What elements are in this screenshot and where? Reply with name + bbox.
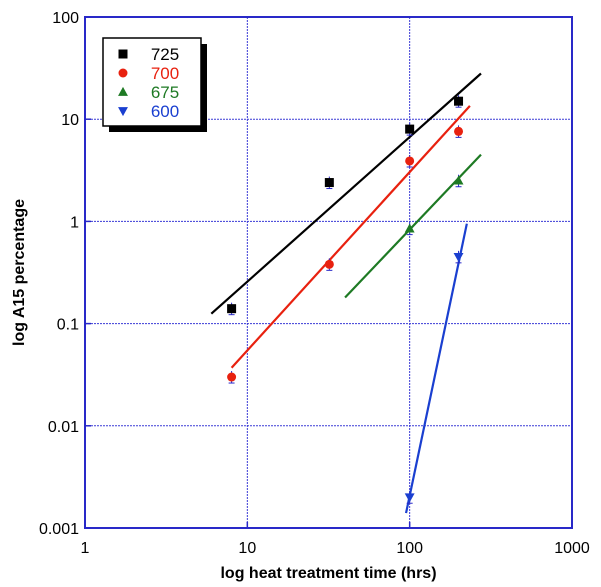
legend-marker-675 (118, 86, 128, 96)
data-markers (227, 95, 464, 504)
data-point-600 (404, 493, 415, 503)
plot-area (84, 16, 573, 529)
y-axis-ticks: 0.001 0.01 0.1 1 10 100 (39, 10, 91, 538)
legend-label-700: 700 (151, 64, 179, 83)
legend-label-600: 600 (151, 102, 179, 121)
data-point-700 (324, 259, 334, 269)
legend-label-675: 675 (151, 83, 179, 102)
fit-line-600 (404, 223, 468, 514)
fit-line-725 (210, 72, 482, 315)
y-tick-label: 1 (70, 214, 79, 231)
y-tick-label: 0.01 (48, 419, 79, 436)
legend-marker-725 (118, 49, 128, 59)
x-axis-ticks: 1 10 100 1000 (81, 522, 590, 557)
data-point-675 (404, 223, 415, 233)
x-tick-label: 1000 (554, 540, 590, 557)
x-tick-label: 10 (238, 540, 256, 557)
y-tick-label: 10 (61, 112, 79, 129)
legend-label-725: 725 (151, 45, 179, 64)
data-point-725 (324, 178, 334, 188)
fit-lines (210, 72, 482, 514)
x-tick-label: 1 (81, 540, 90, 557)
data-point-700 (454, 126, 464, 136)
legend-marker-700 (118, 68, 128, 78)
y-axis-title: log A15 percentage (11, 199, 28, 346)
data-point-600 (453, 253, 464, 263)
data-point-725 (227, 304, 237, 314)
x-tick-label: 100 (396, 540, 423, 557)
x-axis-title: log heat treatment time (hrs) (220, 565, 436, 582)
y-tick-label: 100 (52, 10, 79, 27)
fit-line-700 (230, 105, 471, 369)
data-point-700 (405, 156, 415, 166)
legend-marker-600 (118, 107, 128, 117)
y-tick-label: 0.1 (57, 317, 79, 334)
data-point-700 (227, 372, 237, 382)
data-point-725 (405, 124, 415, 134)
y-tick-label: 0.001 (39, 521, 79, 538)
data-point-675 (453, 175, 464, 185)
data-point-725 (454, 96, 464, 106)
